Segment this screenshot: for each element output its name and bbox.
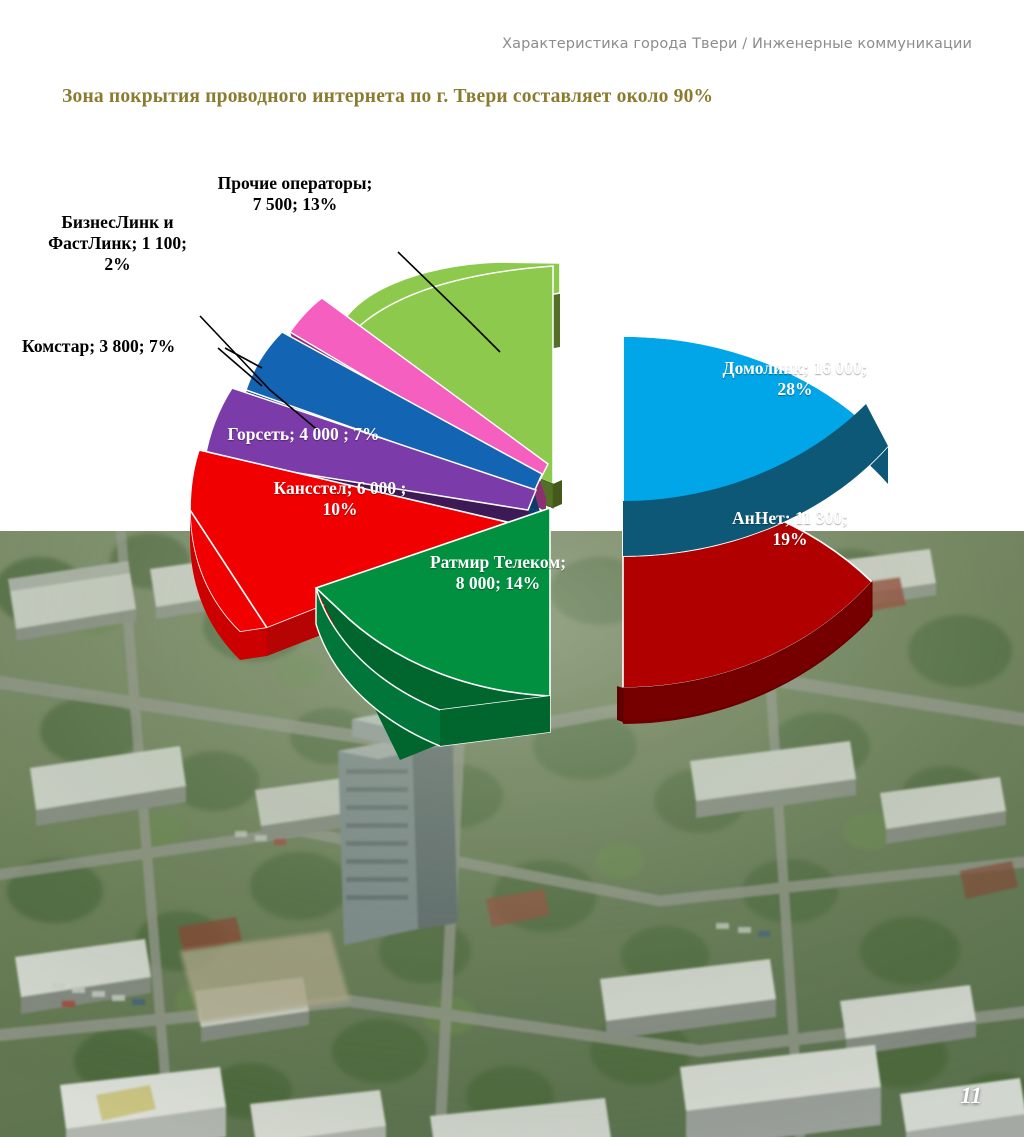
- leader-line-bizneslink: [199, 315, 321, 433]
- pie-chart: [0, 60, 1024, 780]
- slice-label-ratmir-telekom: Ратмир Телеком; 8 000; 14%: [429, 552, 567, 594]
- slice-label-kansstel: Кансстел; 6 000 ; 10%: [273, 478, 407, 520]
- breadcrumb: Характеристика города Твери / Инженерные…: [502, 36, 972, 52]
- leader-line-prochie: [397, 251, 501, 353]
- slice-label-annet: АнНет; 11 300; 19%: [732, 508, 848, 550]
- slice-label-bizneslink-fastlink: БизнесЛинк и ФастЛинк; 1 100; 2%: [48, 212, 187, 274]
- slice-label-komstar: Комстар; 3 800; 7%: [22, 336, 176, 356]
- slice-label-prochie-operatory: Прочие операторы; 7 500; 13%: [217, 173, 373, 214]
- slice-label-domolink: Домолинк; 16 000; 28%: [722, 358, 868, 400]
- slide-header: Характеристика города Твери / Инженерные…: [0, 0, 1024, 70]
- slice-domolink: [622, 335, 890, 557]
- page-title: Зона покрытия проводного интернета по г.…: [62, 86, 714, 107]
- slice-label-gorset: Горсеть; 4 000 ; 7%: [227, 424, 380, 444]
- slice-ratmir-telekom: [314, 506, 551, 760]
- page-number: 11: [960, 1083, 982, 1108]
